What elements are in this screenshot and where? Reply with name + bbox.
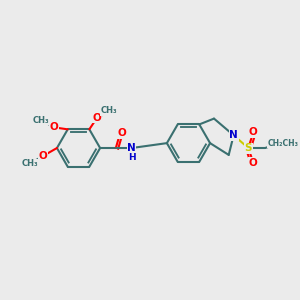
Text: CH₃: CH₃ xyxy=(100,106,117,115)
Text: O: O xyxy=(39,151,48,161)
Text: N: N xyxy=(127,143,136,153)
Text: CH₃: CH₃ xyxy=(33,116,50,125)
Text: H: H xyxy=(128,153,135,162)
Text: O: O xyxy=(249,127,258,137)
Text: O: O xyxy=(117,128,126,138)
Text: CH₂CH₃: CH₂CH₃ xyxy=(267,139,298,148)
Text: S: S xyxy=(244,143,252,153)
Text: N: N xyxy=(229,130,238,140)
Text: O: O xyxy=(249,158,258,168)
Text: O: O xyxy=(50,122,58,132)
Text: CH₃: CH₃ xyxy=(22,159,39,168)
Text: O: O xyxy=(93,112,102,123)
